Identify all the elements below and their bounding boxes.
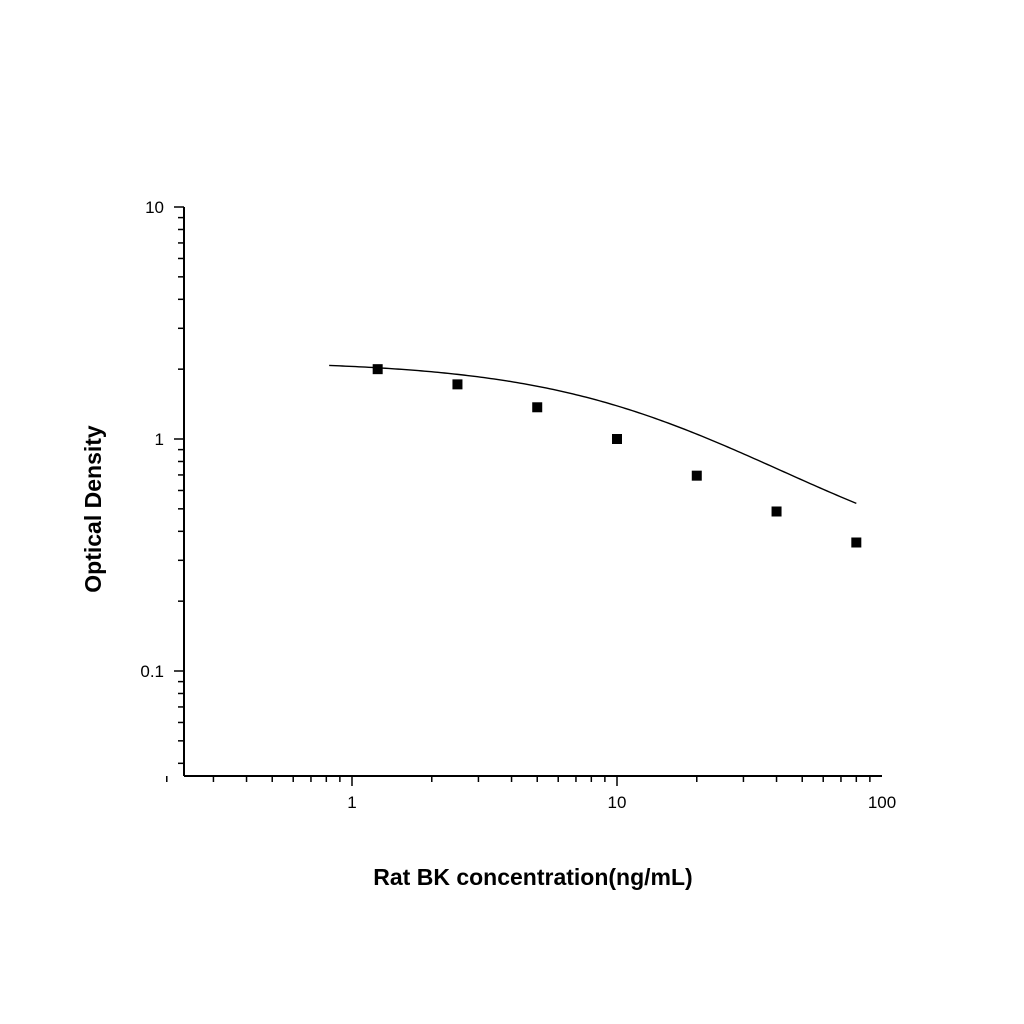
data-point: [452, 379, 463, 390]
y-tick-label: 10: [145, 198, 164, 217]
data-point: [612, 434, 622, 444]
y-tick-label: 1: [155, 430, 164, 449]
y-axis-title: Optical Density: [80, 425, 106, 593]
data-points: [372, 364, 862, 548]
x-ticks: 1 10 100: [166, 776, 896, 812]
data-point: [851, 537, 862, 548]
data-point: [771, 506, 782, 517]
x-tick-label: 1: [347, 793, 356, 812]
data-point: [691, 470, 702, 481]
fit-curve: [329, 364, 857, 505]
x-tick-label: 100: [868, 793, 896, 812]
axes: [183, 207, 882, 777]
y-ticks: 0.1 1 10: [140, 198, 184, 765]
data-point: [532, 402, 543, 413]
y-tick-label: 0.1: [140, 662, 164, 681]
data-point: [372, 364, 383, 375]
x-tick-label: 10: [608, 793, 627, 812]
x-axis-title: Rat BK concentration(ng/mL): [373, 864, 692, 890]
